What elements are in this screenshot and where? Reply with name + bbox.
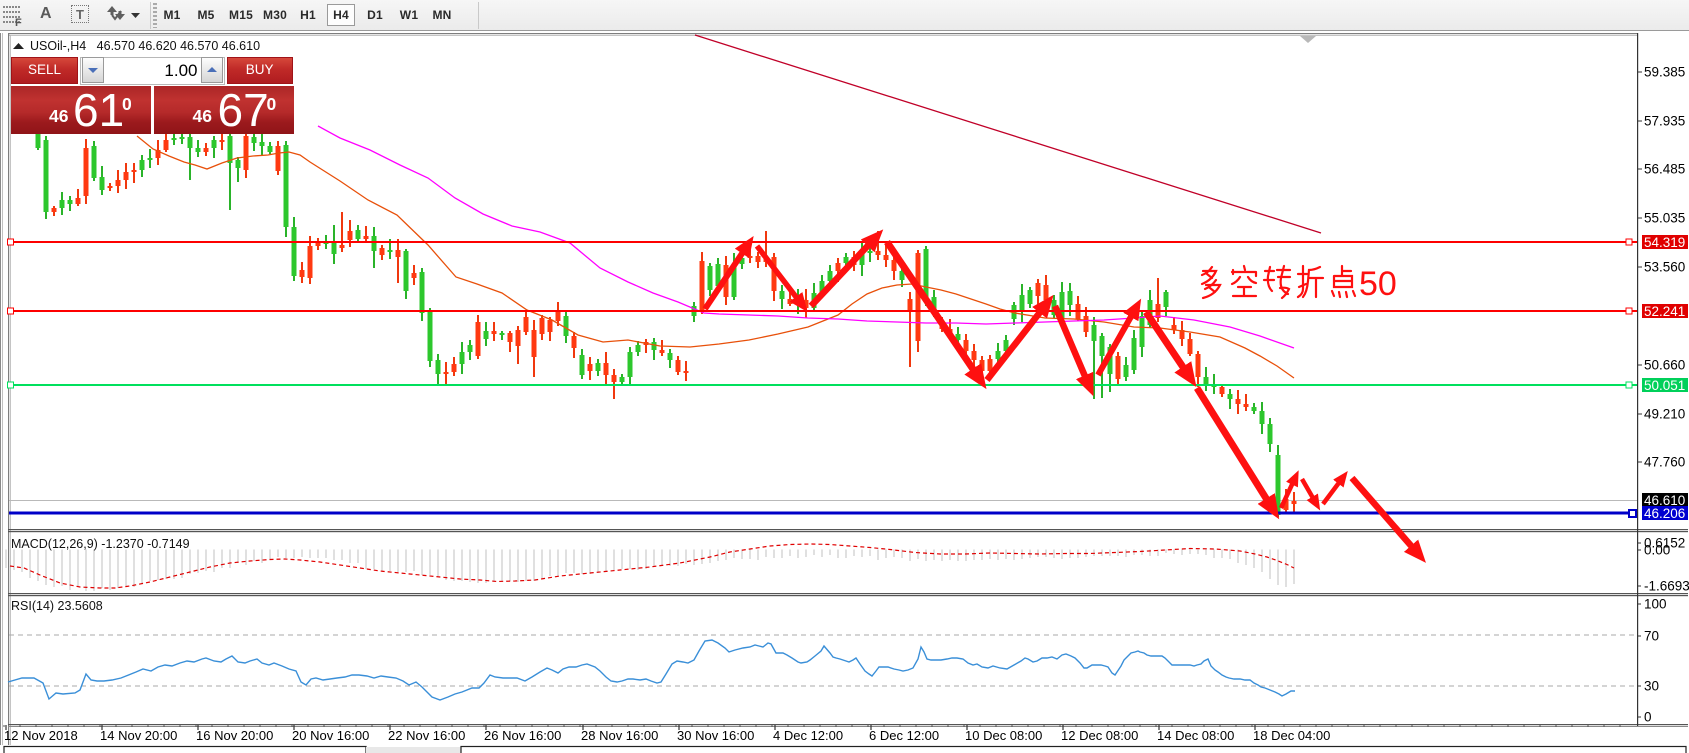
- svg-text:46.610: 46.610: [1644, 493, 1685, 508]
- svg-text:49.210: 49.210: [1644, 407, 1685, 422]
- svg-text:55.035: 55.035: [1644, 211, 1685, 226]
- svg-text:28 Nov 16:00: 28 Nov 16:00: [581, 728, 658, 743]
- svg-text:56.485: 56.485: [1644, 162, 1685, 177]
- svg-text:52.241: 52.241: [1644, 304, 1685, 319]
- svg-text:47.760: 47.760: [1644, 455, 1685, 470]
- svg-text:10 Dec 08:00: 10 Dec 08:00: [965, 728, 1042, 743]
- svg-text:30 Nov 16:00: 30 Nov 16:00: [677, 728, 754, 743]
- svg-text:50.051: 50.051: [1644, 378, 1685, 393]
- svg-text:53.560: 53.560: [1644, 260, 1685, 275]
- svg-text:18 Dec 04:00: 18 Dec 04:00: [1253, 728, 1330, 743]
- svg-text:F: F: [15, 17, 22, 27]
- svg-text:USOil-,H4 46.570 46.620 46.5: USOil-,H4 46.570 46.620 46.570 46.610: [30, 39, 260, 53]
- svg-text:50.660: 50.660: [1644, 358, 1685, 373]
- svg-text:0.6152: 0.6152: [1644, 536, 1685, 551]
- svg-text:0: 0: [1644, 710, 1652, 725]
- svg-text:14 Nov 20:00: 14 Nov 20:00: [100, 728, 177, 743]
- svg-text:4 Dec 12:00: 4 Dec 12:00: [773, 728, 843, 743]
- svg-text:59.385: 59.385: [1644, 65, 1685, 80]
- svg-text:50: 50: [1359, 265, 1397, 303]
- svg-text:30: 30: [1644, 679, 1659, 694]
- svg-text:26 Nov 16:00: 26 Nov 16:00: [484, 728, 561, 743]
- svg-text:12 Dec 08:00: 12 Dec 08:00: [1061, 728, 1138, 743]
- svg-text:-1.6693: -1.6693: [1644, 579, 1689, 594]
- svg-text:12 Nov 2018: 12 Nov 2018: [4, 728, 78, 743]
- svg-text:46.206: 46.206: [1644, 506, 1685, 521]
- svg-text:0.00: 0.00: [1644, 543, 1670, 558]
- svg-text:RSI(14) 23.5608: RSI(14) 23.5608: [11, 599, 103, 613]
- svg-text:6 Dec 12:00: 6 Dec 12:00: [869, 728, 939, 743]
- svg-text:16 Nov 20:00: 16 Nov 20:00: [196, 728, 273, 743]
- svg-text:57.935: 57.935: [1644, 114, 1685, 129]
- svg-text:100: 100: [1644, 597, 1667, 612]
- svg-text:22 Nov 16:00: 22 Nov 16:00: [388, 728, 465, 743]
- svg-text:70: 70: [1644, 629, 1659, 644]
- svg-text:54.319: 54.319: [1644, 235, 1685, 250]
- svg-text:14 Dec 08:00: 14 Dec 08:00: [1157, 728, 1234, 743]
- svg-text:20 Nov 16:00: 20 Nov 16:00: [292, 728, 369, 743]
- svg-text:MACD(12,26,9) -1.2370 -0.7149: MACD(12,26,9) -1.2370 -0.7149: [11, 537, 190, 551]
